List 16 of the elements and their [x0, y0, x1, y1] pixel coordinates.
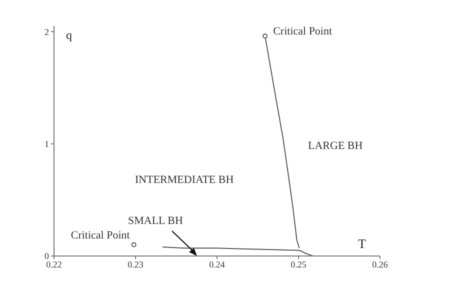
x-tick-label: 0.22 [46, 259, 62, 270]
x-tick-label: 0.24 [209, 259, 226, 270]
annotation: Critical Point [273, 26, 332, 38]
y-tick-label: 0 [44, 251, 50, 262]
y-tick-label: 1 [44, 139, 49, 149]
annotation: INTERMEDIATE BH [135, 174, 234, 186]
annotation: Critical Point [70, 229, 130, 242]
x-tick-label: 0.25 [290, 259, 307, 270]
annotation: SMALL BH [128, 215, 183, 227]
x-axis-title: T [358, 236, 366, 251]
y-axis-title: q [66, 28, 72, 42]
x-tick-label: 0.26 [372, 259, 388, 270]
x-tick-label: 0.23 [128, 259, 144, 270]
annotation: LARGE BH [308, 140, 363, 152]
y-tick-label: 2 [44, 26, 49, 37]
line-series [162, 246, 314, 256]
